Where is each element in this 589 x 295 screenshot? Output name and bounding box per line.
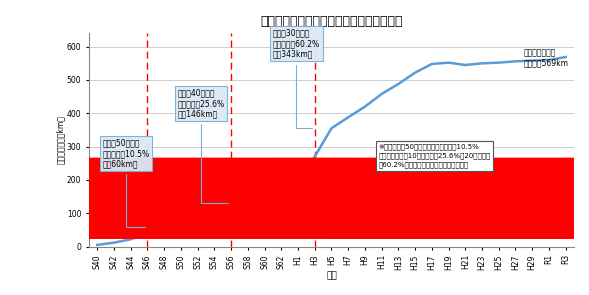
Polygon shape bbox=[0, 158, 589, 208]
Text: 布設後50年経過
全延長の約10.5%
（約60km）: 布設後50年経過 全延長の約10.5% （約60km） bbox=[102, 139, 150, 227]
Polygon shape bbox=[0, 207, 589, 239]
Text: ※耐用年数（50年）を超える管渠が約10.5%
となっており、10年後には約25.6%、20年後には
約60.2%と、今後急激に老朽化が進みます: ※耐用年数（50年）を超える管渠が約10.5% となっており、10年後には約25… bbox=[378, 143, 491, 168]
X-axis label: 年度: 年度 bbox=[326, 271, 337, 280]
Title: 大阪府流域下水道幹線の管渠老朽化の現状: 大阪府流域下水道幹線の管渠老朽化の現状 bbox=[260, 15, 403, 28]
Text: 布設後30年経過
全延長の約60.2%
（約343km）: 布設後30年経過 全延長の約60.2% （約343km） bbox=[273, 29, 320, 128]
Text: 布設後40年経過
全延長の約25.6%
（約146km）: 布設後40年経過 全延長の約25.6% （約146km） bbox=[177, 89, 229, 203]
Text: 令和４年度末で
総延長約569km: 令和４年度末で 総延長約569km bbox=[524, 48, 569, 68]
Y-axis label: 施工延長累計（km）: 施工延長累計（km） bbox=[56, 116, 65, 164]
